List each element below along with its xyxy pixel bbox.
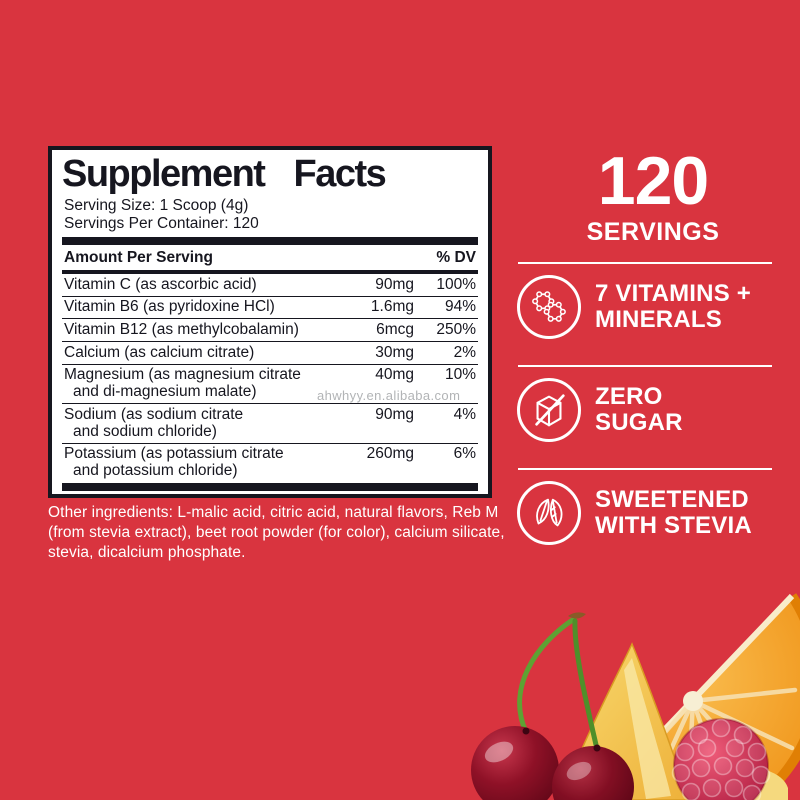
nutrient-row-sodium: Sodium (as sodium citrate and sodium chlo…	[62, 403, 478, 442]
stem-tip	[568, 612, 586, 619]
cherry-stem	[572, 618, 600, 752]
feature-label: SWEETENED WITH STEVIA	[595, 486, 752, 539]
feature-sweetened-stevia: SWEETENED WITH STEVIA	[517, 470, 789, 556]
nutrient-row-vitamin-c: Vitamin C (as ascorbic acid) 90mg 100%	[64, 275, 476, 293]
thick-divider-bar-bottom	[62, 483, 478, 492]
serving-info: Serving Size: 1 Scoop (4g) Servings Per …	[62, 197, 478, 233]
supplement-facts-panel: Supplement Facts Serving Size: 1 Scoop (…	[48, 146, 492, 498]
raspberry	[671, 718, 771, 800]
cherries	[471, 612, 634, 800]
servings-per-container: Servings Per Container: 120	[64, 214, 259, 232]
nutrient-row-magnesium: Magnesium (as magnesium citrate and di-ma…	[62, 363, 478, 403]
other-ingredients: Other ingredients: L-malic acid, citric …	[48, 504, 505, 562]
claims-divider	[518, 467, 772, 470]
table-header: Amount Per Serving % DV	[62, 245, 478, 270]
molecule-icon	[517, 274, 581, 339]
cherry-stem	[517, 616, 577, 735]
nutrient-row-calcium: Calcium (as calcium citrate) 30mg 2%	[62, 341, 478, 364]
servings-count: 120	[597, 143, 709, 219]
watermark-text: ahwhyy.en.alibaba.com	[317, 388, 461, 403]
nutrient-row-vitamin-b6: Vitamin B6 (as pyridoxine HCl) 1.6mg 94%	[62, 295, 478, 319]
nutrient-row-potassium: Potassium (as potassium citrate and potas…	[62, 442, 478, 482]
fruit-photo-group	[471, 593, 800, 800]
medium-divider-bar	[62, 270, 478, 274]
claims-divider	[518, 261, 772, 264]
servings-label: SERVINGS	[586, 217, 720, 246]
feature-zero-sugar: ZERO SUGAR	[517, 367, 789, 453]
nutrient-row-vitamin-b12: Vitamin B12 (as methylcobalamin) 6mcg 25…	[62, 318, 478, 341]
feature-vitamins-minerals: 7 VITAMINS + MINERALS	[517, 264, 789, 350]
no-sugar-icon	[517, 377, 581, 442]
feature-label: 7 VITAMINS + MINERALS	[595, 280, 751, 333]
dv-header: % DV	[436, 249, 476, 266]
no-sugar-icon	[535, 393, 565, 426]
claims-divider	[518, 364, 772, 367]
panel-title: Supplement Facts	[62, 153, 387, 195]
molecule-icon	[532, 290, 566, 322]
stevia-leaf-icon	[536, 498, 563, 526]
claims-column: 120 SERVINGS 7 VITAMINS + MINERALS	[517, 143, 789, 556]
serving-size: Serving Size: 1 Scoop (4g)	[64, 196, 249, 214]
thick-divider-bar	[62, 237, 478, 245]
amount-per-serving-header: Amount Per Serving	[64, 249, 213, 266]
feature-label: ZERO SUGAR	[595, 383, 683, 436]
stevia-leaf-icon	[517, 480, 581, 545]
